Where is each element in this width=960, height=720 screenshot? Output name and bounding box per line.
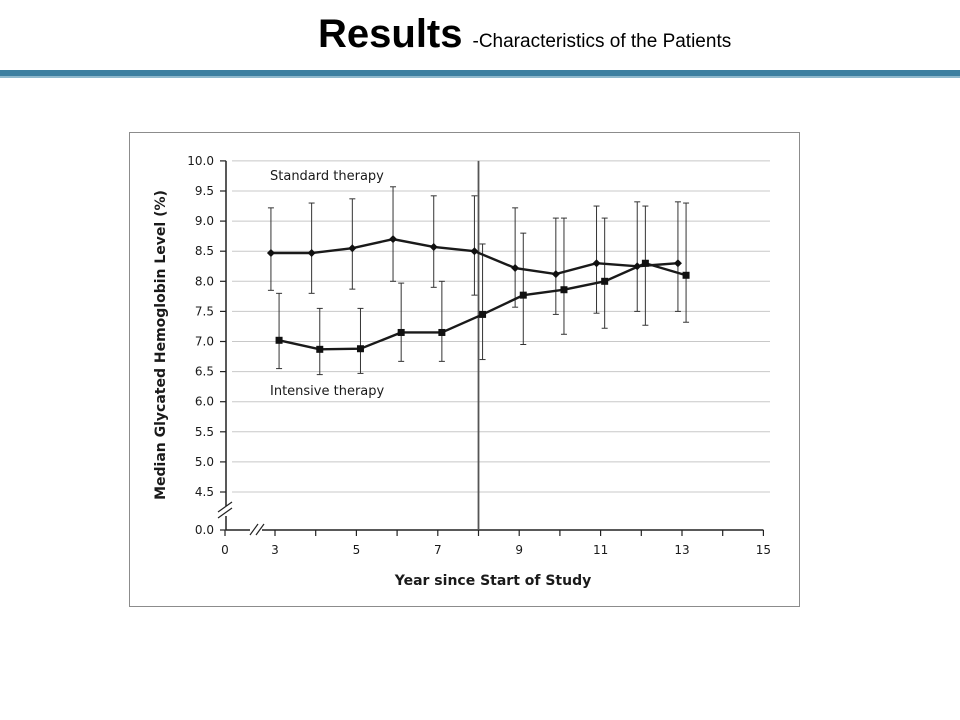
data-point-standard [511, 264, 520, 273]
x-tick-label: 13 [674, 543, 689, 557]
data-point-intensive [682, 271, 690, 279]
slide-title-main: Results [318, 12, 463, 56]
data-point-intensive [356, 345, 364, 353]
data-point-standard [470, 247, 479, 256]
chart-markers [266, 235, 690, 353]
data-point-intensive [519, 291, 527, 299]
data-point-intensive [560, 286, 568, 294]
data-point-intensive [641, 259, 649, 267]
y-tick-label: 9.0 [195, 214, 214, 228]
y-axis-break-mark [217, 501, 233, 513]
data-point-standard [551, 270, 560, 279]
series-label-intensive: Intensive therapy [270, 384, 385, 399]
title-divider-highlight [0, 76, 960, 78]
slide-subtitle: -Characteristics of the Patients [472, 31, 732, 52]
x-axis-break-mark [255, 523, 265, 536]
data-point-standard [592, 259, 601, 268]
data-point-intensive [479, 310, 487, 318]
x-tick-label: 7 [434, 543, 442, 557]
data-point-intensive [316, 345, 324, 353]
data-point-standard [266, 249, 275, 258]
data-point-standard [673, 259, 682, 268]
x-tick-label: 3 [271, 543, 279, 557]
data-point-standard [348, 244, 357, 253]
chart-ticks: 0.0 4.5 5.0 5.5 6.0 6.5 7.0 7.5 8.0 8.5 9.0 9.5 10.0… [187, 154, 771, 557]
y-tick-label: 6.0 [195, 395, 214, 409]
x-tick-label: 9 [515, 543, 523, 557]
y-tick-label: 7.0 [195, 335, 214, 349]
data-point-standard [307, 249, 316, 258]
chart-error-bars [267, 186, 690, 376]
slide-title: Results -Characteristics of the Patients [318, 12, 731, 57]
y-tick-label: 8.5 [195, 244, 214, 258]
data-point-standard [633, 262, 642, 271]
y-tick-label: 10.0 [187, 154, 214, 168]
x-tick-label: 0 [221, 543, 229, 557]
y-tick-label: 6.5 [195, 365, 214, 379]
y-tick-label: 4.5 [195, 485, 214, 499]
y-tick-label: 5.5 [195, 425, 214, 439]
series-label-standard: Standard therapy [270, 169, 384, 184]
data-point-intensive [601, 277, 609, 285]
data-point-intensive [397, 328, 405, 336]
data-point-intensive [275, 336, 283, 344]
y-tick-label: 8.0 [195, 274, 214, 288]
x-tick-label: 5 [353, 543, 361, 557]
data-point-standard [429, 242, 438, 251]
data-point-intensive [438, 328, 446, 336]
chart-gridlines [232, 160, 770, 493]
x-tick-label: 11 [593, 543, 608, 557]
chart-frame [129, 132, 800, 607]
y-axis-break-mark [217, 507, 233, 519]
title-divider [0, 70, 960, 76]
y-tick-label: 0.0 [195, 523, 214, 537]
chart-axes [217, 160, 764, 536]
x-axis-break-mark [249, 523, 259, 536]
data-point-standard [389, 235, 398, 244]
y-tick-label: 5.0 [195, 455, 214, 469]
y-tick-label: 9.5 [195, 184, 214, 198]
x-tick-label: 15 [756, 543, 771, 557]
y-axis-title: Median Glycated Hemoglobin Level (%) [153, 190, 169, 500]
x-axis-title: Year since Start of Study [394, 573, 592, 589]
y-tick-label: 7.5 [195, 304, 214, 318]
